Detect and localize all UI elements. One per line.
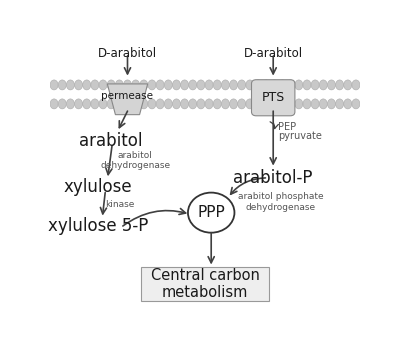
Ellipse shape (74, 80, 82, 90)
Ellipse shape (246, 99, 254, 109)
Ellipse shape (124, 99, 132, 109)
Ellipse shape (172, 80, 180, 90)
Ellipse shape (115, 80, 123, 90)
Ellipse shape (221, 99, 229, 109)
Ellipse shape (295, 99, 303, 109)
Ellipse shape (58, 80, 66, 90)
Ellipse shape (156, 99, 164, 109)
Text: PPP: PPP (197, 205, 225, 220)
Ellipse shape (107, 99, 115, 109)
Text: arabitol-P: arabitol-P (234, 169, 313, 187)
Ellipse shape (164, 99, 172, 109)
Ellipse shape (83, 80, 91, 90)
Text: Central carbon
metabolism: Central carbon metabolism (150, 268, 260, 300)
Ellipse shape (319, 99, 327, 109)
Ellipse shape (115, 99, 123, 109)
Ellipse shape (328, 99, 336, 109)
Ellipse shape (311, 80, 319, 90)
Ellipse shape (197, 99, 205, 109)
Ellipse shape (221, 80, 229, 90)
Ellipse shape (238, 80, 246, 90)
Ellipse shape (181, 80, 189, 90)
Ellipse shape (140, 99, 148, 109)
Ellipse shape (278, 80, 286, 90)
Ellipse shape (74, 99, 82, 109)
Ellipse shape (230, 80, 238, 90)
Ellipse shape (99, 80, 107, 90)
Ellipse shape (303, 80, 311, 90)
Ellipse shape (311, 99, 319, 109)
Ellipse shape (344, 80, 352, 90)
Ellipse shape (107, 80, 115, 90)
Ellipse shape (148, 80, 156, 90)
Ellipse shape (91, 80, 99, 90)
Text: arabitol: arabitol (79, 132, 142, 150)
Ellipse shape (213, 80, 221, 90)
Text: kinase: kinase (105, 200, 134, 209)
Text: PEP: PEP (278, 122, 296, 132)
Circle shape (188, 193, 234, 233)
Ellipse shape (270, 99, 278, 109)
Ellipse shape (254, 99, 262, 109)
Ellipse shape (352, 80, 360, 90)
Ellipse shape (238, 99, 246, 109)
Ellipse shape (189, 80, 197, 90)
Ellipse shape (246, 80, 254, 90)
Ellipse shape (148, 99, 156, 109)
Ellipse shape (328, 80, 336, 90)
Ellipse shape (278, 99, 286, 109)
Ellipse shape (140, 80, 148, 90)
Ellipse shape (164, 80, 172, 90)
Ellipse shape (189, 99, 197, 109)
Ellipse shape (197, 80, 205, 90)
Ellipse shape (132, 99, 140, 109)
Ellipse shape (83, 99, 91, 109)
Ellipse shape (66, 80, 74, 90)
Ellipse shape (58, 99, 66, 109)
Ellipse shape (262, 80, 270, 90)
Ellipse shape (99, 99, 107, 109)
Bar (50, 90, 360, 99)
Text: D-arabitol: D-arabitol (98, 47, 157, 60)
Ellipse shape (336, 99, 344, 109)
Text: arabitol
dehydrogenase: arabitol dehydrogenase (100, 151, 170, 170)
Text: xylulose: xylulose (64, 178, 132, 196)
Ellipse shape (213, 99, 221, 109)
Ellipse shape (66, 99, 74, 109)
Ellipse shape (270, 80, 278, 90)
FancyBboxPatch shape (252, 80, 295, 116)
Ellipse shape (172, 99, 180, 109)
Ellipse shape (181, 99, 189, 109)
Polygon shape (107, 84, 148, 115)
Ellipse shape (124, 80, 132, 90)
Ellipse shape (295, 80, 303, 90)
Ellipse shape (352, 99, 360, 109)
Ellipse shape (319, 80, 327, 90)
Ellipse shape (254, 80, 262, 90)
Text: pyruvate: pyruvate (278, 132, 322, 142)
Text: PTS: PTS (262, 91, 285, 104)
Text: xylulose 5-P: xylulose 5-P (48, 217, 148, 235)
Ellipse shape (336, 80, 344, 90)
Text: D-arabitol: D-arabitol (244, 47, 303, 60)
Ellipse shape (156, 80, 164, 90)
Text: permease: permease (102, 91, 154, 101)
Ellipse shape (230, 99, 238, 109)
Ellipse shape (262, 99, 270, 109)
Ellipse shape (205, 99, 213, 109)
Ellipse shape (303, 99, 311, 109)
Text: arabitol phosphate
dehydrogenase: arabitol phosphate dehydrogenase (238, 192, 324, 212)
Ellipse shape (91, 99, 99, 109)
Ellipse shape (50, 99, 58, 109)
Ellipse shape (205, 80, 213, 90)
Ellipse shape (344, 99, 352, 109)
Ellipse shape (50, 80, 58, 90)
Ellipse shape (287, 99, 295, 109)
FancyBboxPatch shape (142, 268, 268, 301)
Ellipse shape (132, 80, 140, 90)
Ellipse shape (287, 80, 295, 90)
